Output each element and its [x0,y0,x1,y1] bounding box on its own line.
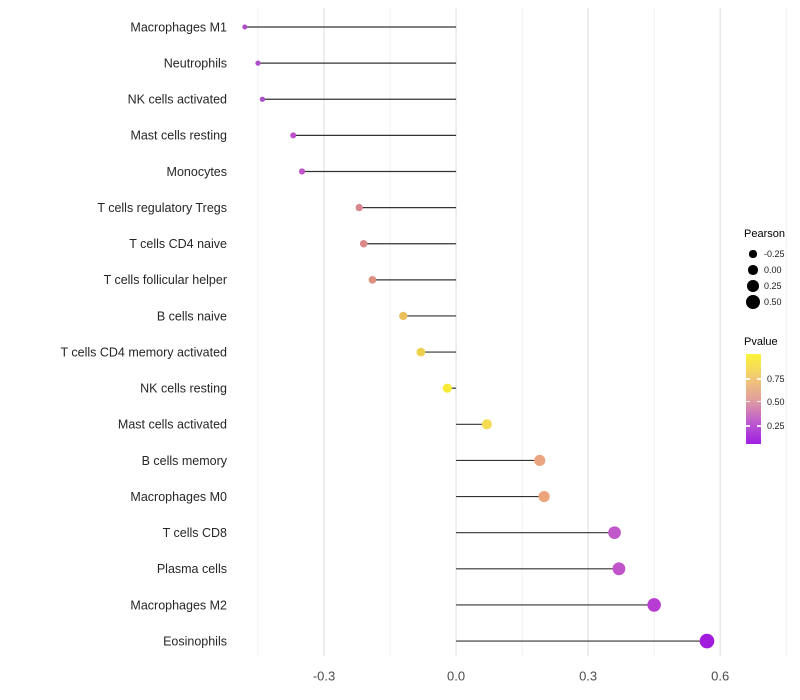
pearson-legend-value-label: 0.00 [764,265,782,275]
y-axis-label: Mast cells resting [130,129,227,143]
lollipop-dot [647,598,661,612]
lollipop-dot [242,24,248,30]
y-axis-label: T cells CD4 memory activated [61,345,228,359]
pvalue-colorbar: 0.75 0.50 0.25 [744,354,800,446]
pvalue-colorbar-tick [757,400,761,403]
pearson-size-legend: Pearson -0.25 0.00 0.25 0.50 [744,228,800,310]
lollipop-dot [442,383,452,393]
lollipop-dot [255,60,261,66]
legend-panel: Pearson -0.25 0.00 0.25 0.50 Pvalue 0.75 0.5… [744,228,800,446]
y-axis-label: T cells CD4 naive [129,237,227,251]
pvalue-colorbar-tick [746,400,750,403]
lollipop-dot [481,419,492,430]
lollipop-dot [612,562,626,576]
x-axis-tick-label: -0.3 [313,669,335,684]
pearson-legend-dot [746,295,760,309]
lollipop-dot [699,633,715,649]
lollipop-dot [359,239,368,248]
pearson-legend-entry: 0.50 [744,294,800,310]
pvalue-colorbar-tick [746,425,750,427]
lollipop-dot [608,526,621,540]
pearson-legend-entry: -0.25 [744,246,800,262]
y-axis-label: Macrophages M1 [130,20,227,34]
pearson-legend-dot-cell [744,278,762,294]
y-axis-label: Plasma cells [157,562,227,576]
pvalue-tick-label: 0.25 [767,421,785,431]
y-axis-label: Macrophages M2 [130,598,227,612]
lollipop-dot [368,276,377,284]
pvalue-tick-label: 0.50 [767,396,785,407]
pearson-legend-title: Pearson [744,228,785,240]
pearson-legend-dot [749,250,757,258]
lollipop-dot [259,96,266,102]
pearson-legend-value-label: 0.25 [764,281,782,291]
lollipop-dot [298,168,306,175]
y-axis-label: T cells CD8 [163,526,227,540]
pearson-legend-entries: -0.25 0.00 0.25 0.50 [744,246,800,310]
pearson-legend-value-label: -0.25 [764,249,785,259]
pvalue-colorbar-tick [757,378,761,380]
lollipop-dot [416,347,426,357]
y-axis-label: Eosinophils [163,634,227,648]
pvalue-colorbar-tick [746,378,750,380]
lollipop-dot [538,490,550,503]
y-axis-label: NK cells resting [140,382,227,396]
y-axis-label: T cells regulatory Tregs [97,201,227,215]
pvalue-color-legend: Pvalue 0.75 0.50 0.25 [744,336,800,446]
lollipop-dot [355,203,363,212]
x-axis-tick-label: 0.3 [579,669,597,684]
pearson-legend-dot-cell [744,262,762,278]
pearson-legend-entry: 0.00 [744,262,800,278]
pvalue-tick-label: 0.75 [767,374,785,385]
pearson-legend-dot [748,265,758,275]
x-axis-tick-label: 0.6 [711,669,729,684]
y-axis-label: Mast cells activated [118,418,227,432]
lollipop-dot [534,454,546,467]
pvalue-legend-title: Pvalue [744,336,778,348]
pvalue-colorbar-tick [757,425,761,427]
y-axis-label: Macrophages M0 [130,490,227,504]
y-axis-label: B cells memory [142,454,228,468]
pearson-legend-dot [747,280,759,292]
pearson-legend-entry: 0.25 [744,278,800,294]
y-axis-label: Monocytes [167,165,227,179]
lollipop-dot [399,311,408,321]
y-axis-label: B cells naive [157,309,227,323]
lollipop-dot [290,132,297,139]
y-axis-label: Neutrophils [164,56,227,70]
y-axis-label: NK cells activated [128,93,227,107]
pearson-legend-value-label: 0.50 [764,297,782,307]
pearson-legend-dot-cell [744,246,762,262]
pvalue-gradient-bar [746,354,761,444]
pearson-legend-dot-cell [744,294,762,310]
x-axis-tick-label: 0.0 [447,669,465,684]
y-axis-label: T cells follicular helper [104,273,227,287]
